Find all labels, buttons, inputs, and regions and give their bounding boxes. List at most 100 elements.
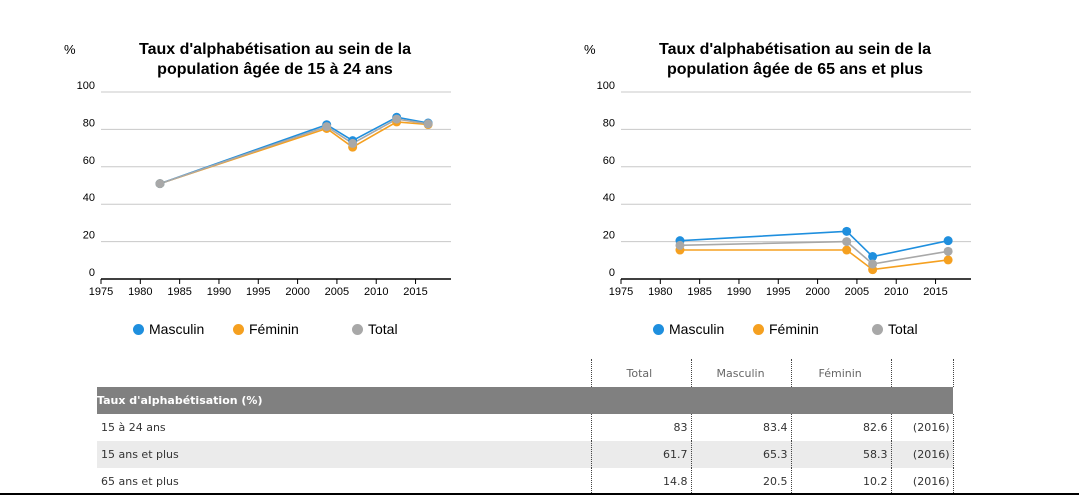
chart-legend: Masculin Féminin Total: [133, 321, 398, 337]
cell-year: (2016): [890, 468, 954, 495]
series-line-total: [679, 240, 949, 265]
legend-item-feminin: Féminin: [233, 321, 352, 337]
x-tick-label: 1995: [766, 286, 790, 298]
x-tick-label: 2010: [884, 286, 908, 298]
column-header-masculin: Masculin: [690, 359, 791, 387]
cell-feminin: 82.6: [790, 414, 891, 441]
column-header-feminin: Féminin: [790, 359, 891, 387]
data-point: [842, 237, 852, 247]
x-tick-label: 1990: [727, 286, 751, 298]
bottom-rule: [0, 493, 1079, 495]
legend-item-total: Total: [352, 321, 398, 337]
table-header-spacer: [97, 359, 591, 387]
cell-year: (2016): [890, 414, 954, 441]
series-line-total: [159, 118, 429, 185]
chart-title: Taux d'alphabétisation au sein de la pop…: [630, 40, 960, 80]
column-header-total: Total: [590, 359, 691, 387]
row-label: 15 ans et plus: [97, 441, 591, 468]
data-point: [322, 122, 332, 132]
legend-label: Féminin: [769, 321, 819, 337]
x-tick-label: 2005: [325, 286, 349, 298]
cell-feminin: 10.2: [790, 468, 891, 495]
chart-youth-literacy: % Taux d'alphabétisation au sein de la p…: [0, 0, 540, 345]
table-row: 15 ans et plus 61.7 65.3 58.3 (2016): [97, 441, 954, 468]
y-tick-label: 0: [609, 267, 615, 279]
x-tick-label: 1980: [648, 286, 672, 298]
chart-elderly-literacy: % Taux d'alphabétisation au sein de la p…: [520, 0, 1060, 345]
data-point: [348, 138, 358, 148]
x-tick-label: 2015: [923, 286, 947, 298]
y-tick-label: 80: [603, 117, 615, 129]
x-tick-label: 2010: [364, 286, 388, 298]
data-point: [423, 119, 433, 129]
data-point: [842, 245, 852, 255]
legend-item-masculin: Masculin: [133, 321, 233, 337]
legend-marker-masculin: [653, 323, 664, 335]
x-tick-label: 1975: [89, 286, 113, 298]
legend-item-total: Total: [872, 321, 918, 337]
y-tick-label: 40: [83, 192, 95, 204]
table-header-row: Total Masculin Féminin: [97, 359, 954, 387]
literacy-table: Total Masculin Féminin Taux d'alphabétis…: [97, 359, 954, 495]
series-line-féminin: [159, 121, 429, 185]
row-label: 65 ans et plus: [101, 475, 179, 488]
row-label: 15 à 24 ans: [101, 421, 166, 434]
section-title: Taux d'alphabétisation (%): [97, 387, 953, 414]
y-tick-label: 100: [77, 80, 95, 92]
chart-title-line-2: population âgée de 15 à 24 ans: [157, 61, 393, 78]
x-tick-label: 2000: [805, 286, 829, 298]
table-row: 65 ans et plus 14.8 20.5 10.2 (2016): [97, 468, 954, 495]
y-tick-label: 60: [83, 155, 95, 167]
data-point: [155, 179, 165, 189]
data-point: [868, 259, 878, 269]
data-point: [675, 240, 685, 250]
data-point: [943, 236, 953, 246]
legend-marker-total: [872, 323, 883, 335]
y-tick-label: 20: [83, 230, 95, 242]
data-point: [868, 252, 878, 262]
y-tick-label: 40: [603, 192, 615, 204]
data-point: [392, 114, 402, 124]
series-line-féminin: [680, 249, 949, 271]
cell-year: (2016): [890, 441, 954, 468]
y-tick-label: 0: [89, 267, 95, 279]
legend-label: Masculin: [149, 321, 205, 337]
x-tick-label: 1980: [128, 286, 152, 298]
column-header-year: [890, 359, 954, 387]
x-tick-label: 2005: [845, 286, 869, 298]
legend-label: Total: [888, 321, 918, 337]
chart-plot: 0 20 40 60 80 100 1975 1980 1985 1990 1995 2000 2005…: [597, 80, 971, 298]
data-point: [842, 226, 852, 236]
cell-feminin: 58.3: [790, 441, 891, 468]
x-tick-label: 1990: [207, 286, 231, 298]
chart-title: Taux d'alphabétisation au sein de la pop…: [110, 40, 440, 80]
table-row: 15 à 24 ans 83 83.4 82.6 (2016): [97, 414, 954, 441]
legend-marker-feminin: [753, 323, 764, 335]
cell-masculin: 83.4: [690, 414, 791, 441]
legend-marker-total: [352, 323, 363, 335]
x-tick-label: 2000: [285, 286, 309, 298]
y-tick-label: 20: [603, 230, 615, 242]
x-tick-label: 1985: [167, 286, 191, 298]
cell-masculin: 65.3: [690, 441, 791, 468]
chart-legend: Masculin Féminin Total: [653, 321, 918, 337]
legend-label: Total: [368, 321, 398, 337]
legend-label: Masculin: [669, 321, 725, 337]
x-tick-label: 1995: [246, 286, 270, 298]
y-tick-label: 80: [83, 117, 95, 129]
y-unit-label: %: [64, 42, 76, 57]
legend-marker-masculin: [133, 323, 144, 335]
x-tick-label: 2015: [403, 286, 427, 298]
cell-total: 83: [590, 414, 691, 441]
chart-title-line-1: Taux d'alphabétisation au sein de la: [658, 41, 931, 58]
x-tick-label: 1975: [609, 286, 633, 298]
cell-masculin: 20.5: [690, 468, 791, 495]
chart-title-line-1: Taux d'alphabétisation au sein de la: [138, 41, 411, 58]
y-tick-label: 100: [597, 80, 615, 92]
data-point: [943, 255, 953, 265]
chart-title-line-2: population âgée de 65 ans et plus: [666, 61, 924, 78]
legend-label: Féminin: [249, 321, 299, 337]
data-point: [943, 246, 953, 256]
series-line-masculin: [679, 230, 949, 258]
table-section-header: Taux d'alphabétisation (%): [97, 387, 953, 414]
